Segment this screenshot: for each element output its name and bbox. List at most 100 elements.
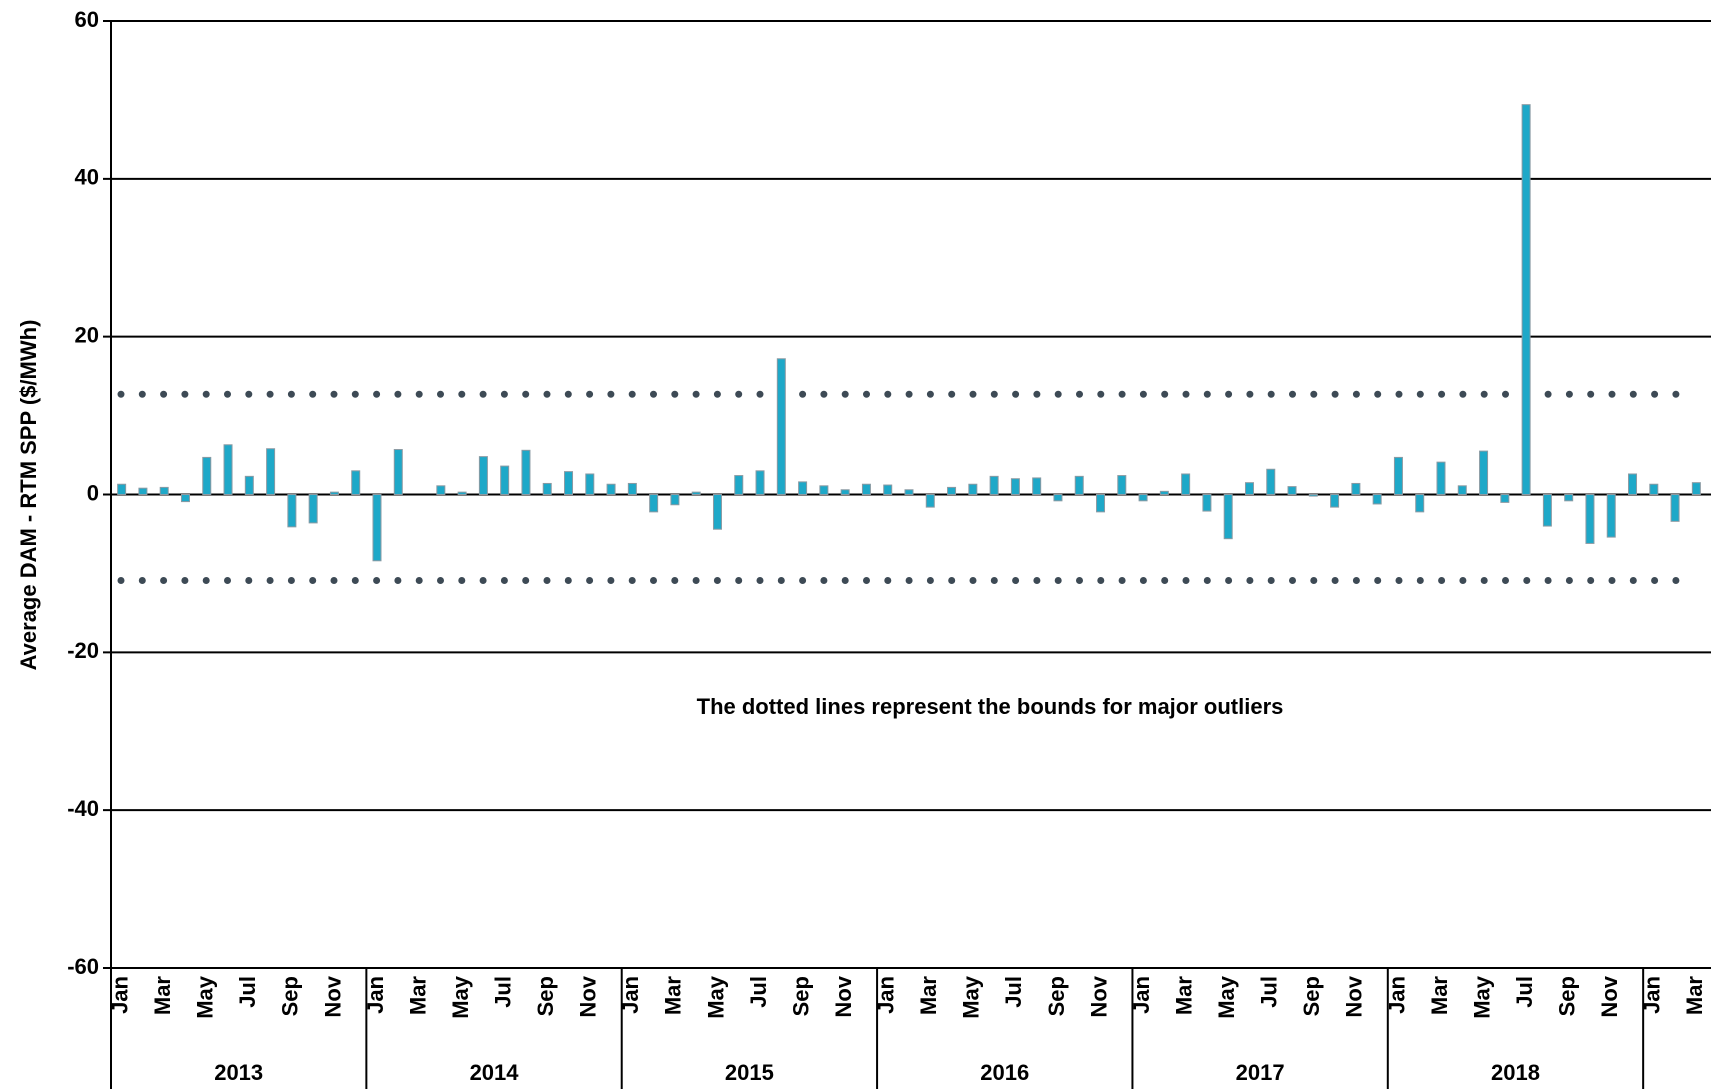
bar (585, 473, 595, 495)
bar (1564, 494, 1574, 502)
x-tick-label: Jul (1257, 976, 1282, 1008)
x-tick-label: Nov (1597, 975, 1622, 1017)
x-tick-label: May (1469, 975, 1494, 1019)
bar (1159, 490, 1169, 495)
bar (180, 494, 190, 503)
bar (968, 483, 978, 496)
bar (457, 491, 467, 496)
bar (202, 456, 212, 496)
bar (1096, 494, 1106, 513)
bar (1606, 494, 1616, 538)
bar (1351, 482, 1361, 495)
x-tick-label: Nov (576, 975, 601, 1017)
bar (478, 456, 488, 495)
bar (117, 483, 127, 496)
x-tick-label: Mar (1682, 976, 1707, 1016)
bar (372, 494, 382, 562)
bar (798, 481, 808, 495)
x-tick-label: May (959, 975, 984, 1019)
year-label: 2014 (470, 1060, 520, 1085)
bar (1330, 494, 1340, 508)
year-label: 2015 (725, 1060, 774, 1085)
bar (925, 494, 935, 508)
x-tick-label: Jul (1001, 976, 1026, 1008)
x-tick-label: May (1214, 975, 1239, 1019)
bar (308, 494, 318, 524)
y-tick-label: 40 (75, 165, 99, 190)
bar (1521, 104, 1531, 495)
x-tick-label: Jul (490, 976, 515, 1008)
bar (1670, 494, 1680, 522)
y-tick-label: 0 (87, 480, 99, 505)
bar (393, 449, 403, 495)
bar (138, 487, 148, 496)
bar (1436, 461, 1446, 495)
bar (223, 444, 233, 495)
x-tick-label: Nov (320, 975, 345, 1017)
bar (159, 486, 169, 495)
bar (1181, 473, 1191, 495)
bar (244, 475, 254, 495)
annotation: The dotted lines represent the bounds fo… (697, 694, 1284, 719)
bar (1415, 494, 1425, 513)
x-tick-label: Sep (1554, 976, 1579, 1016)
x-tick-label: Nov (1086, 975, 1111, 1017)
x-tick-label: May (193, 975, 218, 1019)
bar (287, 494, 297, 528)
y-tick-label: -60 (67, 954, 99, 979)
bar (670, 494, 680, 506)
bar (606, 483, 616, 496)
bar (1202, 494, 1212, 512)
x-tick-label: Sep (1044, 976, 1069, 1016)
x-tick-label: Mar (1171, 976, 1196, 1016)
x-tick-label: Jul (1512, 976, 1537, 1008)
x-tick-label: Jan (107, 976, 132, 1014)
x-tick-label: Jul (746, 976, 771, 1008)
bar (840, 489, 850, 496)
y-tick-label: 60 (75, 7, 99, 32)
bar (755, 470, 765, 496)
y-tick-label: 20 (75, 322, 99, 347)
bar (861, 483, 871, 496)
bar (521, 449, 531, 496)
y-tick-label: -20 (67, 638, 99, 663)
bar (266, 448, 276, 495)
x-tick-label: Sep (1299, 976, 1324, 1016)
bar (1053, 494, 1063, 502)
bar (1117, 475, 1127, 495)
bar (691, 491, 701, 496)
bar (500, 465, 510, 495)
year-label: 2013 (214, 1060, 263, 1085)
bar (947, 486, 957, 495)
bar (1287, 486, 1297, 496)
x-tick-label: Mar (1427, 976, 1452, 1016)
bar (1010, 478, 1020, 496)
x-tick-label: Mar (150, 976, 175, 1016)
x-tick-label: Sep (533, 976, 558, 1016)
bar (883, 484, 893, 495)
bar (436, 485, 446, 495)
bar (1500, 494, 1510, 503)
bar (1138, 494, 1148, 502)
x-tick-label: Mar (661, 976, 686, 1016)
x-tick-label: May (448, 975, 473, 1019)
bar (1585, 494, 1595, 544)
bar (1649, 483, 1659, 496)
bar (649, 494, 659, 513)
bar (776, 358, 786, 495)
bar (819, 485, 829, 495)
bar (1691, 482, 1701, 496)
bar (1393, 456, 1403, 496)
year-label: 2017 (1236, 1060, 1285, 1085)
bar (904, 489, 914, 496)
x-tick-label: May (703, 975, 728, 1019)
bar (627, 482, 637, 495)
year-label: 2016 (980, 1060, 1029, 1085)
x-tick-label: Nov (1342, 975, 1367, 1017)
year-label: 2018 (1491, 1060, 1540, 1085)
bar (989, 475, 999, 495)
bar (1457, 485, 1467, 495)
bar (564, 471, 574, 495)
bar (1266, 468, 1276, 496)
